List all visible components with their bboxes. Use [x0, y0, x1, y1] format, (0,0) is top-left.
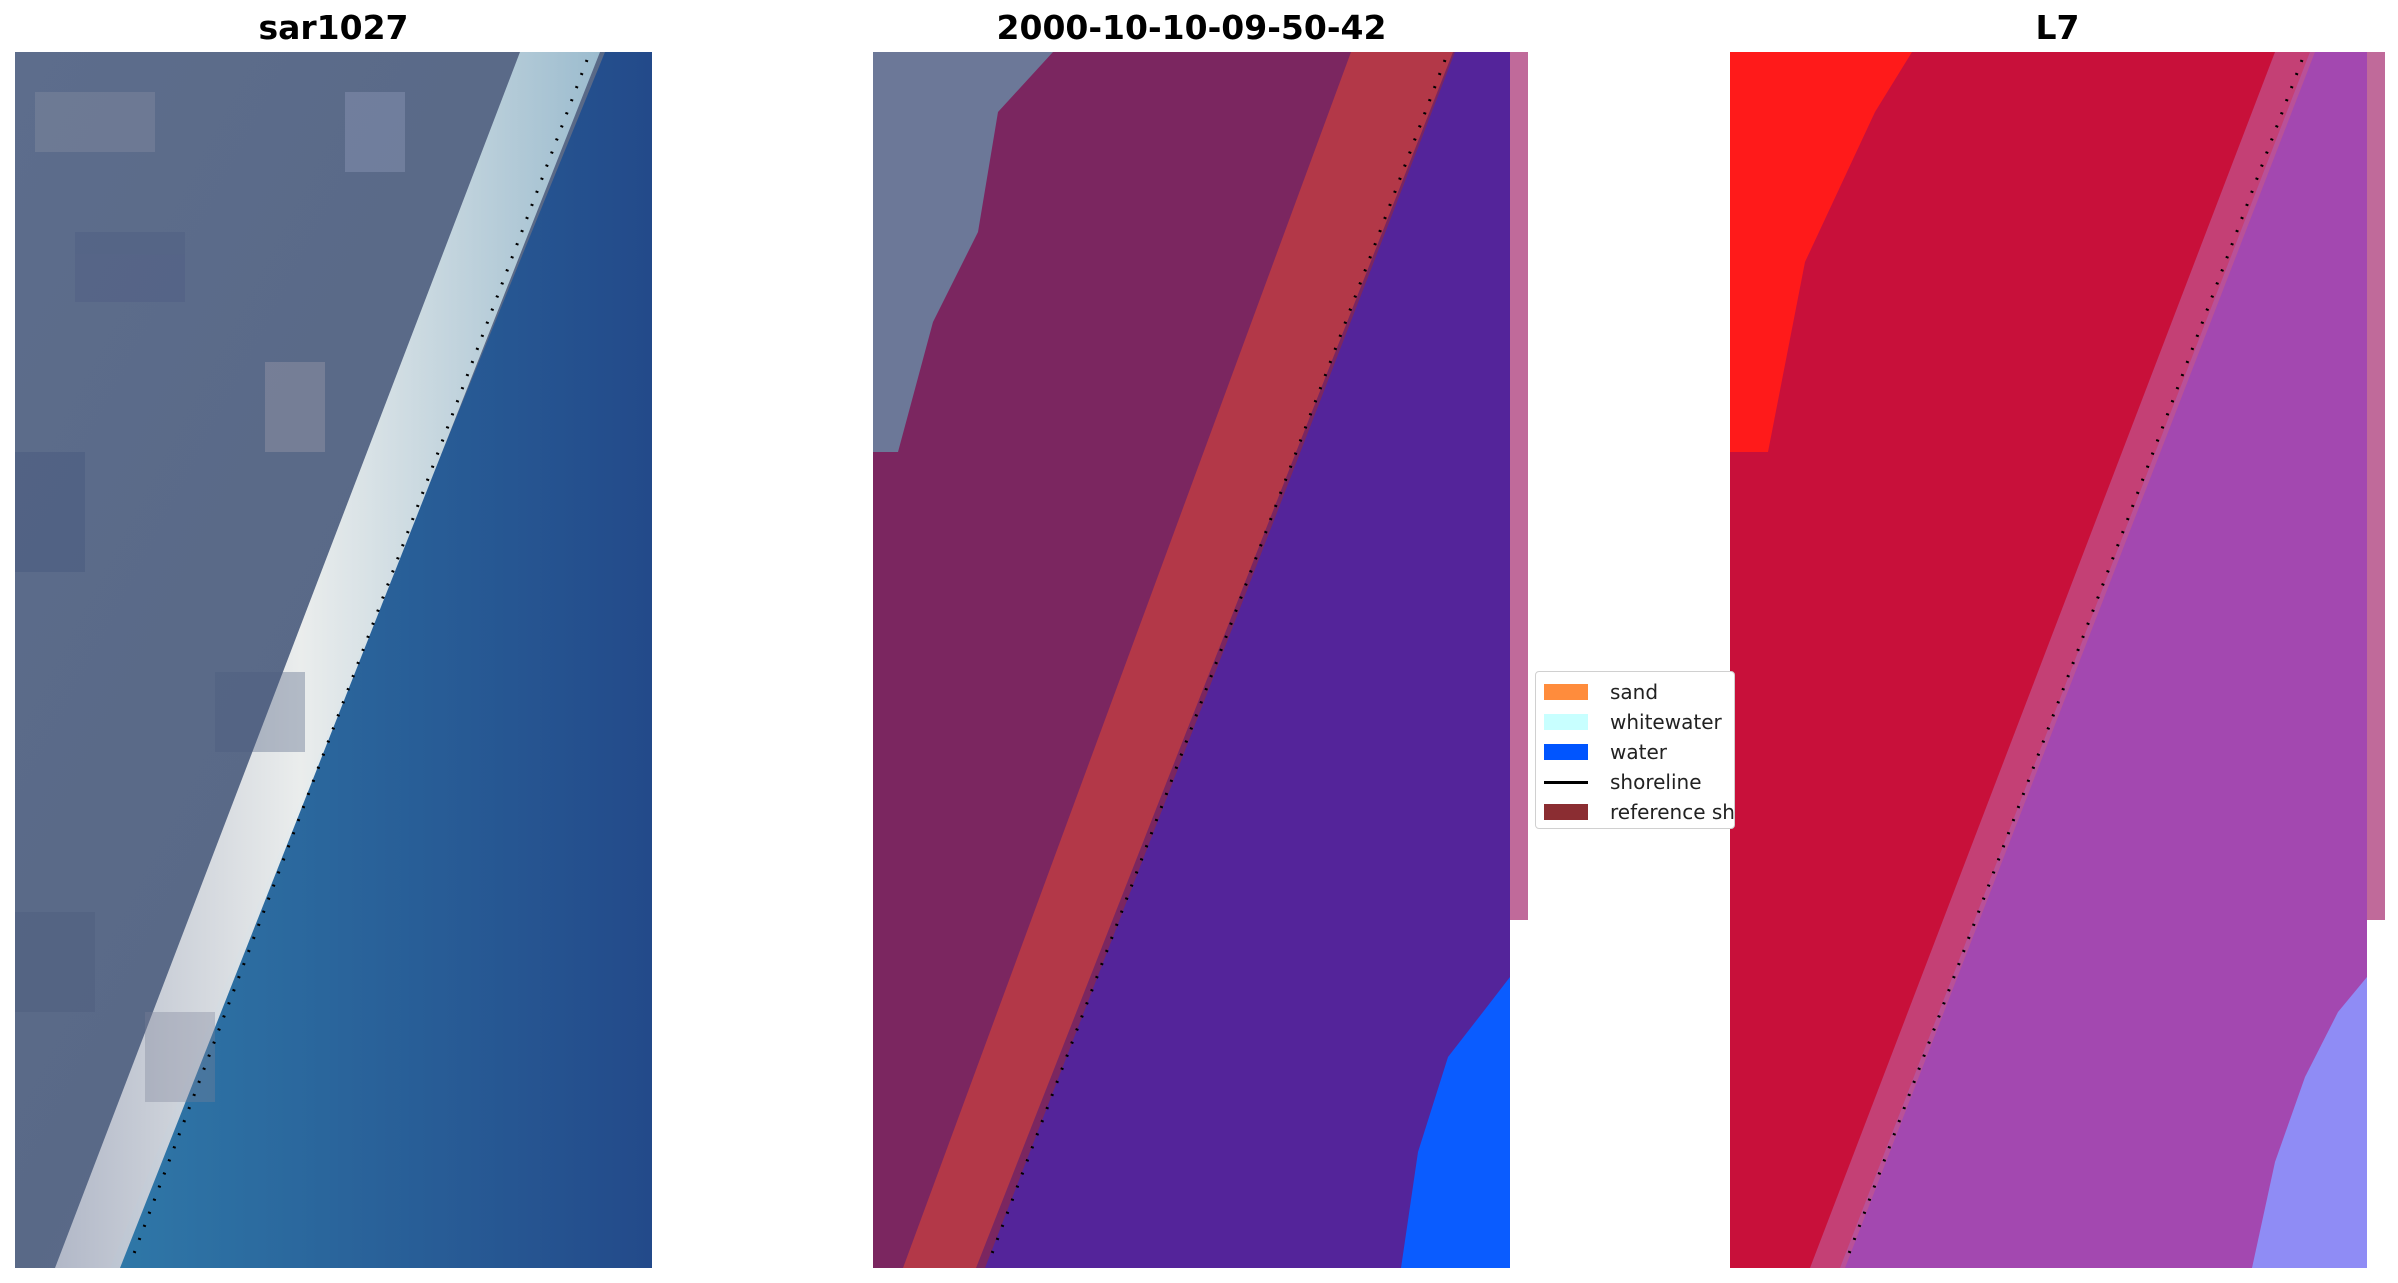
panel-title-rgb: sar1027	[258, 8, 409, 47]
reference-swatch	[1544, 804, 1588, 820]
index-right-strip	[2367, 52, 2385, 920]
sand-buffer	[903, 52, 1453, 1268]
legend-label-water: water	[1610, 740, 1667, 764]
legend-label-sand: sand	[1610, 680, 1659, 704]
sand-swatch	[1544, 684, 1588, 700]
index-panel	[1730, 52, 2385, 1268]
whitewater-swatch	[1544, 714, 1588, 730]
shoreline-line-swatch	[1544, 781, 1588, 784]
index-water	[1840, 52, 2367, 1268]
panel-title-classified: 2000-10-10-09-50-42	[996, 8, 1387, 47]
panel-title-index: L7	[2035, 8, 2080, 47]
index-light	[2252, 977, 2367, 1268]
classified-water	[985, 52, 1510, 1268]
rgb-sea	[110, 52, 652, 1268]
legend-item-reference: reference shoreline buffer	[1544, 796, 1735, 826]
legend-item-water: water	[1544, 736, 1734, 766]
rgb-surf-zone	[55, 52, 600, 1268]
index-high	[1730, 52, 1912, 452]
classification-panel	[873, 52, 1528, 1268]
legend-label-reference: reference shoreline buffer	[1610, 800, 1735, 824]
legend-item-whitewater: whitewater	[1544, 706, 1734, 736]
legend-label-shoreline: shoreline	[1610, 770, 1702, 794]
rgb-land-texture	[15, 92, 405, 1102]
water-swatch	[1544, 744, 1588, 760]
rgb-image-panel	[15, 52, 652, 1268]
legend: sand whitewater water shoreline referenc…	[1535, 671, 1735, 829]
legend-item-shoreline: shoreline	[1544, 766, 1734, 796]
unclassified-patch	[873, 52, 1053, 452]
legend-item-sand: sand	[1544, 676, 1734, 706]
right-edge-strip	[1510, 52, 1528, 920]
legend-label-whitewater: whitewater	[1610, 710, 1722, 734]
water-blue	[1401, 977, 1510, 1268]
index-transition	[1810, 52, 2315, 1268]
